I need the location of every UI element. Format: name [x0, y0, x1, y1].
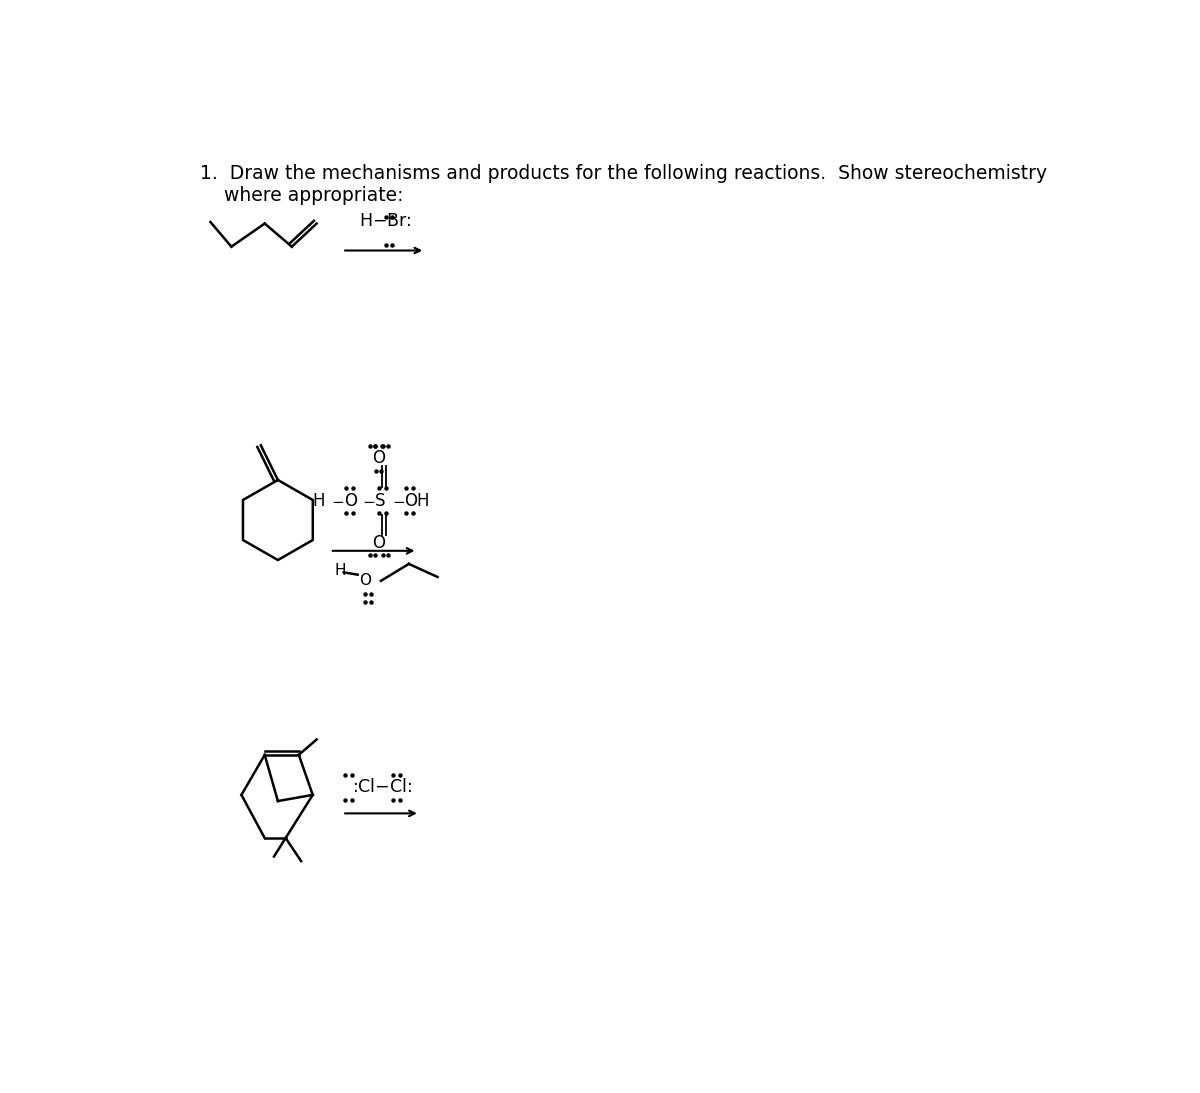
Text: $-$: $-$: [391, 493, 404, 508]
Text: O: O: [372, 449, 385, 468]
Text: OH: OH: [404, 492, 430, 509]
Text: H: H: [313, 492, 325, 509]
Text: H$-$Br:: H$-$Br:: [359, 212, 412, 230]
Text: :Cl$-$Cl:: :Cl$-$Cl:: [352, 778, 412, 796]
Text: O: O: [359, 574, 371, 588]
Text: $-$: $-$: [331, 493, 344, 508]
Text: $-$: $-$: [362, 493, 376, 508]
Text: S: S: [374, 492, 385, 509]
Text: O: O: [372, 534, 385, 552]
Text: H: H: [335, 563, 346, 577]
Text: O: O: [343, 492, 356, 509]
Text: where appropriate:: where appropriate:: [200, 186, 404, 204]
Text: 1.  Draw the mechanisms and products for the following reactions.  Show stereoch: 1. Draw the mechanisms and products for …: [200, 164, 1048, 184]
